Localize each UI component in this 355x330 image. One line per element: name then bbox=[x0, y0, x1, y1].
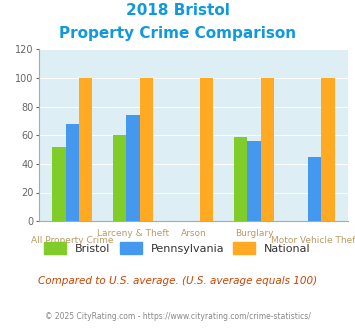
Bar bbox=[261, 78, 274, 221]
Text: 2018 Bristol: 2018 Bristol bbox=[126, 3, 229, 18]
Bar bbox=[79, 78, 92, 221]
Bar bbox=[66, 124, 79, 221]
Bar bbox=[321, 78, 334, 221]
Bar bbox=[126, 115, 140, 221]
Text: © 2025 CityRating.com - https://www.cityrating.com/crime-statistics/: © 2025 CityRating.com - https://www.city… bbox=[45, 312, 310, 321]
Text: Property Crime Comparison: Property Crime Comparison bbox=[59, 26, 296, 41]
Text: Arson: Arson bbox=[181, 229, 206, 238]
Text: Larceny & Theft: Larceny & Theft bbox=[97, 229, 169, 238]
Bar bbox=[200, 78, 213, 221]
Bar bbox=[308, 157, 321, 221]
Bar bbox=[234, 137, 247, 221]
Text: Burglary: Burglary bbox=[235, 229, 273, 238]
Bar bbox=[247, 141, 261, 221]
Legend: Bristol, Pennsylvania, National: Bristol, Pennsylvania, National bbox=[39, 237, 316, 260]
Text: Compared to U.S. average. (U.S. average equals 100): Compared to U.S. average. (U.S. average … bbox=[38, 276, 317, 285]
Text: All Property Crime: All Property Crime bbox=[31, 236, 114, 245]
Bar bbox=[113, 135, 126, 221]
Text: Motor Vehicle Theft: Motor Vehicle Theft bbox=[271, 236, 355, 245]
Bar bbox=[140, 78, 153, 221]
Bar bbox=[53, 147, 66, 221]
